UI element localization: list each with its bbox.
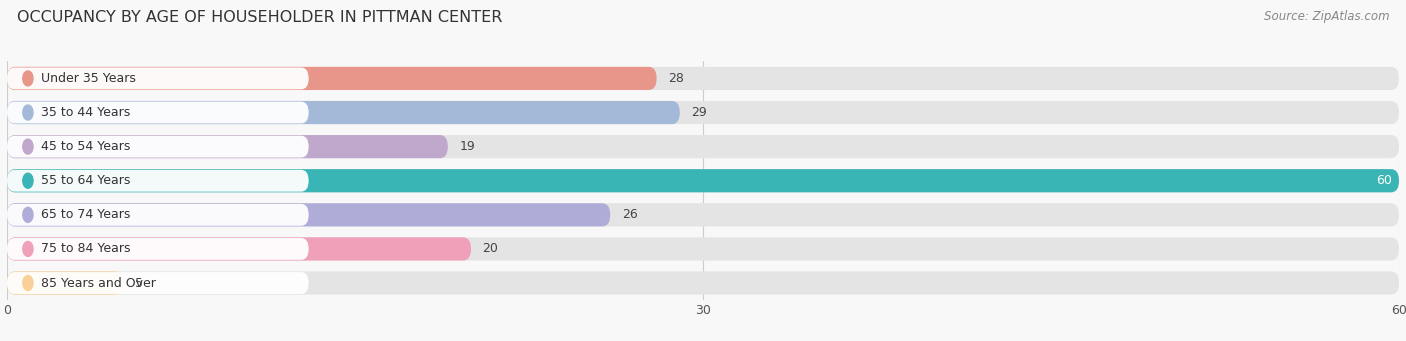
Circle shape [22,207,32,222]
FancyBboxPatch shape [7,271,1399,295]
Circle shape [22,173,32,188]
FancyBboxPatch shape [7,136,309,158]
FancyBboxPatch shape [7,272,309,294]
Text: 28: 28 [668,72,685,85]
Text: 26: 26 [621,208,637,221]
FancyBboxPatch shape [7,170,309,192]
Text: 85 Years and Over: 85 Years and Over [41,277,156,290]
Text: 65 to 74 Years: 65 to 74 Years [41,208,129,221]
FancyBboxPatch shape [7,135,1399,158]
Text: 60: 60 [1376,174,1392,187]
Text: 75 to 84 Years: 75 to 84 Years [41,242,131,255]
FancyBboxPatch shape [7,271,124,295]
Text: 45 to 54 Years: 45 to 54 Years [41,140,129,153]
FancyBboxPatch shape [7,135,447,158]
Text: 20: 20 [482,242,499,255]
FancyBboxPatch shape [7,169,1399,192]
FancyBboxPatch shape [7,237,1399,261]
FancyBboxPatch shape [7,101,1399,124]
Text: 55 to 64 Years: 55 to 64 Years [41,174,129,187]
Text: OCCUPANCY BY AGE OF HOUSEHOLDER IN PITTMAN CENTER: OCCUPANCY BY AGE OF HOUSEHOLDER IN PITTM… [17,10,502,25]
FancyBboxPatch shape [7,238,309,260]
FancyBboxPatch shape [7,101,681,124]
FancyBboxPatch shape [7,68,309,89]
Circle shape [22,241,32,256]
FancyBboxPatch shape [7,102,309,123]
Circle shape [22,71,32,86]
Text: 19: 19 [460,140,475,153]
FancyBboxPatch shape [7,67,657,90]
Circle shape [22,276,32,291]
FancyBboxPatch shape [7,204,309,226]
Text: Under 35 Years: Under 35 Years [41,72,135,85]
Circle shape [22,139,32,154]
FancyBboxPatch shape [7,169,1399,192]
Text: 35 to 44 Years: 35 to 44 Years [41,106,129,119]
Text: 29: 29 [692,106,707,119]
FancyBboxPatch shape [7,203,610,226]
Circle shape [22,105,32,120]
FancyBboxPatch shape [7,237,471,261]
FancyBboxPatch shape [7,203,1399,226]
FancyBboxPatch shape [7,67,1399,90]
Text: 5: 5 [135,277,142,290]
Text: Source: ZipAtlas.com: Source: ZipAtlas.com [1264,10,1389,23]
